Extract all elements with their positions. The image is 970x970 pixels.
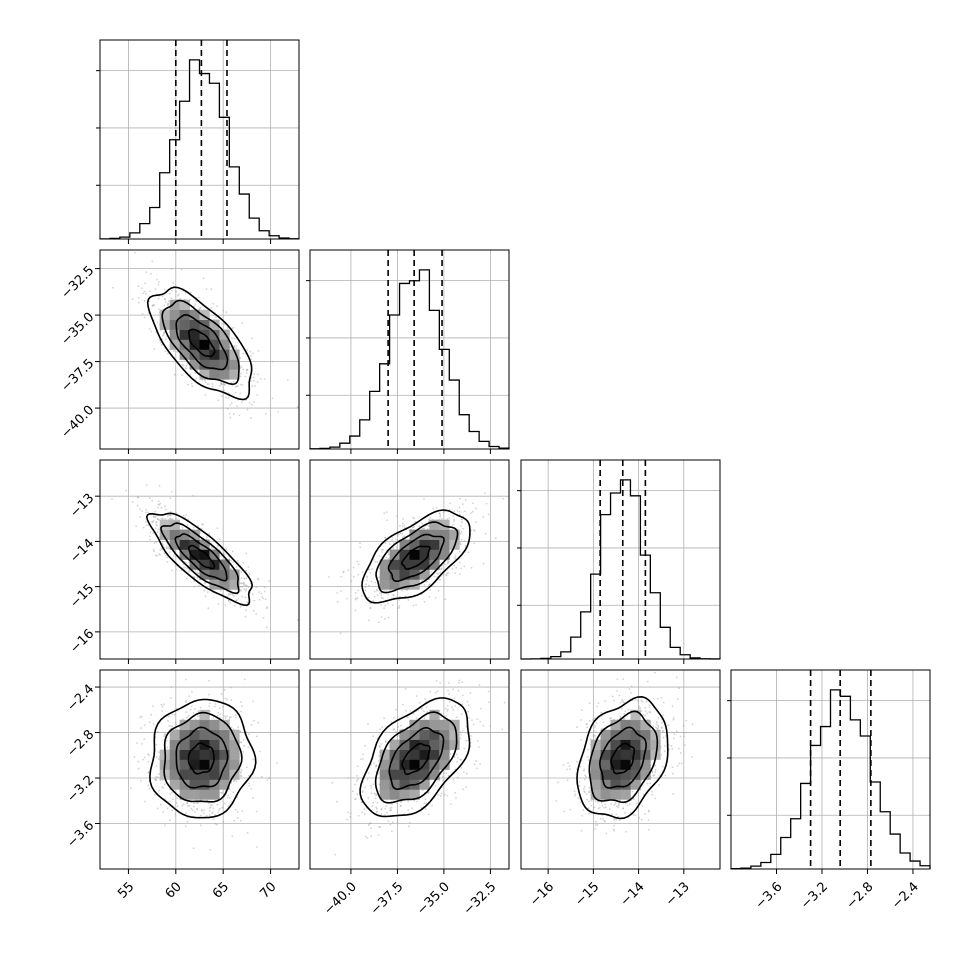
panel-frame-1-0 (99, 249, 300, 450)
contour-2-0-2 (160, 522, 240, 595)
panel-1-0: −40.0 −37.5 −35.0 −32.5 (59, 249, 300, 454)
y-tick-label-2-2: −14 (67, 536, 97, 566)
x-tick-label-1-2: −35.0 (414, 879, 453, 918)
density-blocks-3-2 (590, 709, 661, 800)
panel-3-2: −16 −15 −14 −13 (520, 669, 721, 909)
x-tick-label-1-1: −37.5 (368, 879, 407, 918)
y-tick-label-1-3: −32.5 (59, 263, 98, 302)
x-tick-label-2-0: −16 (527, 879, 557, 909)
density-blocks-1-0 (159, 299, 240, 380)
contour-2-1-2 (375, 521, 459, 594)
contour-3-1-3 (359, 697, 471, 818)
y-tick-label-2-3: −13 (67, 491, 97, 521)
contour-2-0-1 (174, 533, 228, 582)
x-tick-label-1-3: −32.5 (461, 879, 500, 918)
contour-3-1-1 (388, 726, 445, 791)
contour-2-1-0 (400, 545, 431, 570)
histogram-3 (730, 689, 931, 870)
panel-3-1: −40.0 −37.5 −35.0 −32.5 (309, 669, 510, 918)
contour-3-2-1 (598, 726, 647, 789)
density-blocks-2-1 (379, 519, 460, 590)
histogram-1 (309, 269, 510, 450)
panel-frame-2-0 (99, 459, 300, 660)
histogram-0 (99, 59, 300, 240)
x-tick-label-1-0: −40.0 (321, 879, 360, 918)
panel-frame-3-2 (520, 669, 721, 870)
contour-2-1-1 (387, 533, 445, 583)
panel-frame-0-0 (99, 39, 300, 240)
x-tick-label-0-1: 60 (163, 879, 185, 901)
panel-2-0: −16 −15 −14 −13 (67, 459, 300, 664)
contour-1-0-2 (161, 299, 240, 386)
x-tick-label-0-2: 65 (210, 879, 232, 901)
panel-1-1 (306, 249, 510, 454)
x-tick-label-3-2: −2.8 (844, 879, 877, 912)
contour-1-0-1 (175, 314, 229, 371)
contour-1-0-3 (146, 286, 253, 401)
contour-2-1-3 (361, 509, 471, 604)
y-tick-label-1-2: −35.0 (59, 310, 98, 349)
x-tick-label-2-3: −13 (663, 879, 693, 909)
y-tick-label-1-1: −37.5 (59, 356, 98, 395)
x-tick-label-3-3: −2.4 (889, 879, 922, 912)
panel-frame-1-1 (309, 249, 510, 450)
panel-frame-2-2 (520, 459, 721, 660)
corner-panels: −40.0−37.5−35.0−32.5−16−15−14−13−3.6−3.2… (59, 39, 931, 918)
y-tick-label-3-3: −2.4 (64, 682, 97, 715)
contour-3-1-2 (374, 711, 458, 804)
panel-frame-3-0 (99, 669, 300, 870)
x-tick-label-0-0: 55 (115, 879, 137, 901)
x-tick-label-2-1: −15 (572, 879, 602, 909)
panel-3-3: −3.6 −3.2 −2.8 −2.4 (727, 669, 931, 912)
panel-2-2 (517, 459, 721, 664)
contour-3-0-1 (175, 726, 229, 789)
x-tick-label-3-0: −3.6 (753, 879, 786, 912)
panel-frame-3-3 (730, 669, 931, 870)
density-blocks-2-0 (159, 519, 240, 590)
y-tick-label-1-0: −40.0 (59, 403, 98, 442)
contour-3-2-2 (588, 710, 659, 804)
y-tick-label-3-1: −3.2 (64, 773, 97, 806)
panel-3-0: −3.6 −3.2 −2.8 −2.4 55 60 65 70 (64, 669, 300, 902)
panel-2-1 (309, 459, 510, 664)
contour-3-2-0 (610, 742, 636, 775)
contour-3-1-0 (401, 742, 431, 776)
contour-3-0-0 (187, 742, 215, 775)
y-tick-label-3-2: −2.8 (64, 727, 97, 760)
x-tick-label-2-2: −14 (618, 879, 648, 909)
y-tick-label-3-0: −3.6 (64, 818, 97, 851)
panel-frame-2-1 (309, 459, 510, 660)
panel-0-0 (96, 39, 300, 244)
contour-2-0-3 (145, 512, 254, 607)
contour-3-0-2 (163, 711, 243, 803)
contour-2-0-0 (188, 544, 216, 570)
x-tick-label-3-1: −3.2 (798, 879, 831, 912)
y-tick-label-2-1: −15 (67, 581, 97, 611)
histogram-2 (520, 479, 721, 660)
contour-3-2-3 (576, 695, 669, 820)
contour-1-0-0 (188, 328, 216, 358)
x-tick-label-0-3: 70 (257, 879, 279, 901)
contour-3-0-3 (149, 698, 257, 819)
y-tick-label-2-0: −16 (67, 627, 97, 657)
panel-frame-3-1 (309, 669, 510, 870)
